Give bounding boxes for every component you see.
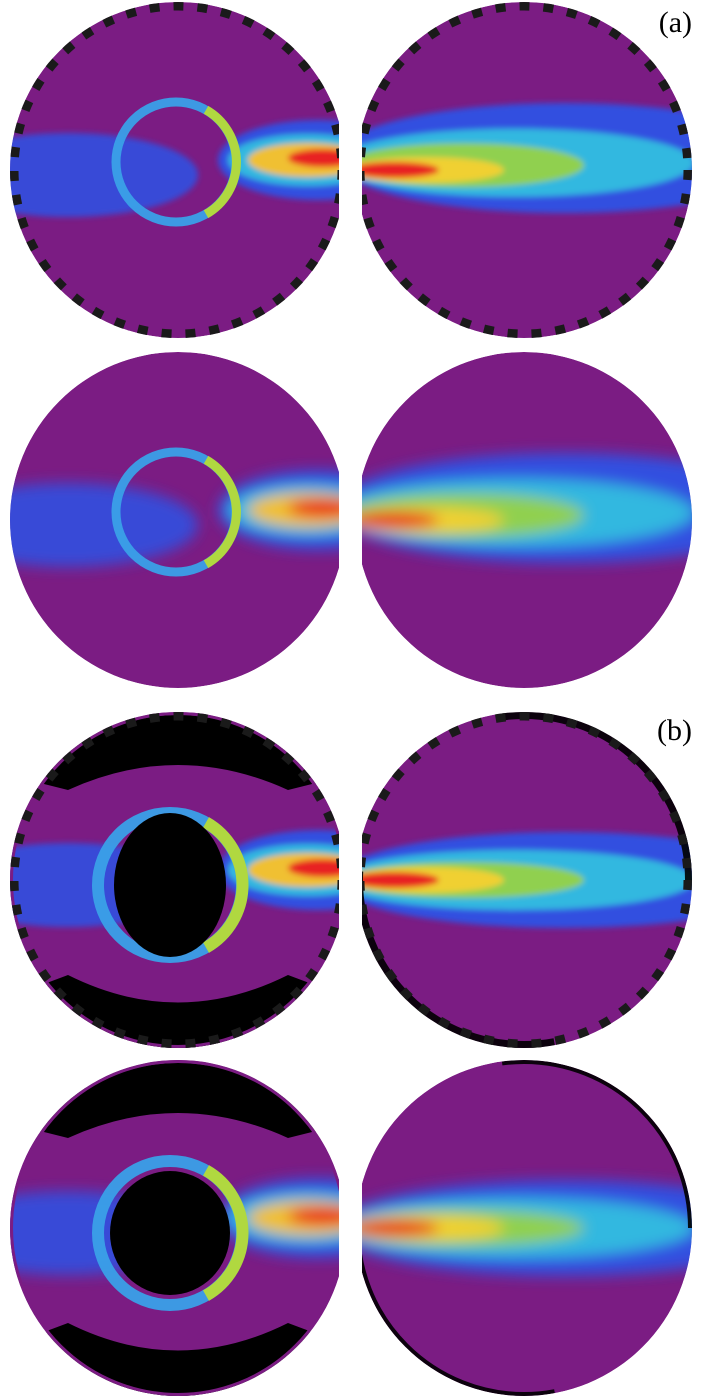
panel-content bbox=[334, 2, 708, 338]
panel bbox=[0, 352, 418, 688]
panel-content bbox=[334, 352, 708, 688]
panel bbox=[334, 352, 708, 688]
panel bbox=[0, 2, 418, 338]
field-blob bbox=[288, 859, 358, 877]
panel-label: (b) bbox=[657, 714, 692, 747]
panel bbox=[334, 712, 708, 1048]
field-blob bbox=[288, 499, 358, 517]
panel-label: (a) bbox=[659, 6, 692, 39]
figure: (a) (b) bbox=[0, 0, 708, 1396]
panel bbox=[334, 2, 708, 338]
panel bbox=[0, 1060, 418, 1396]
panel bbox=[0, 712, 418, 1050]
panel-content bbox=[0, 352, 418, 688]
solid-core bbox=[110, 1171, 230, 1295]
panel-content bbox=[0, 712, 418, 1050]
panel bbox=[334, 1060, 708, 1396]
panel-content bbox=[0, 2, 418, 338]
field-blob bbox=[349, 1220, 439, 1236]
solid-core bbox=[114, 813, 226, 957]
field-blob bbox=[349, 512, 439, 528]
panel-content bbox=[0, 1060, 418, 1396]
panel-content bbox=[334, 1060, 708, 1396]
field-blob bbox=[288, 1207, 358, 1225]
panel-content bbox=[334, 712, 708, 1048]
field-blob bbox=[288, 149, 358, 167]
